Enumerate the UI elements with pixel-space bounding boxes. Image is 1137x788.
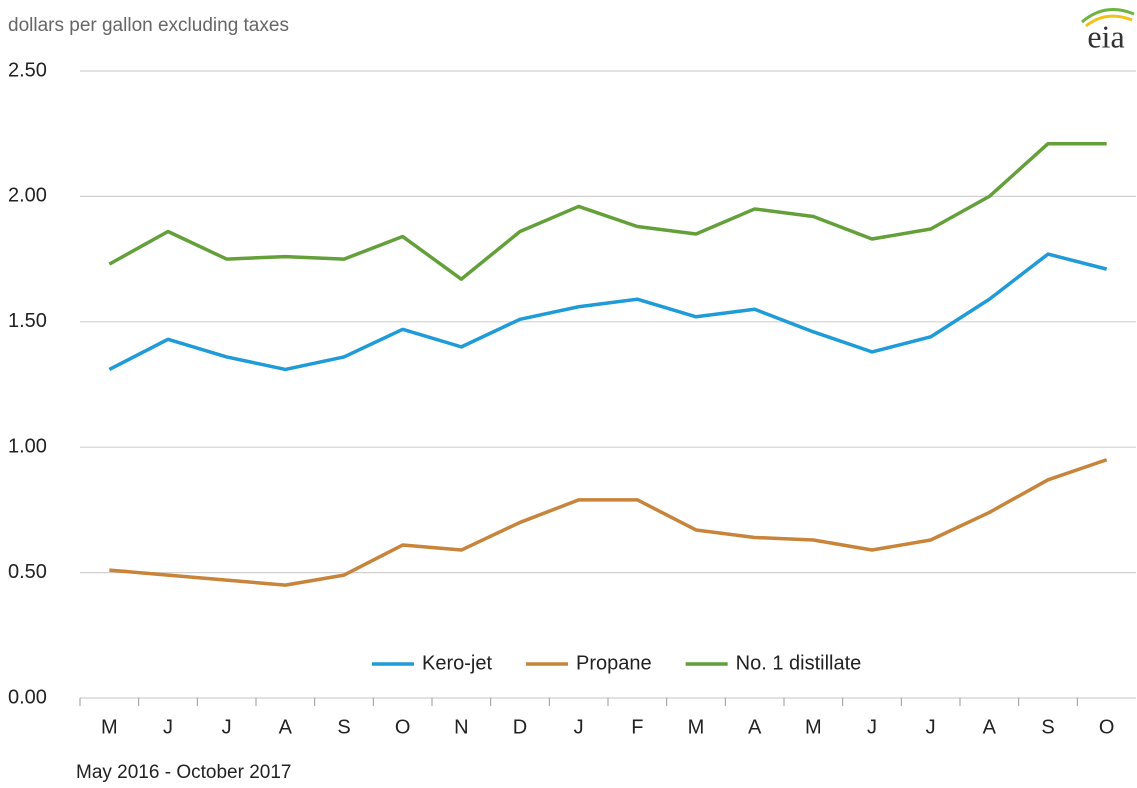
- x-tick-label: F: [631, 716, 643, 738]
- x-caption: May 2016 - October 2017: [76, 762, 291, 783]
- x-tick-label: O: [1099, 716, 1115, 738]
- y-tick-label: 0.00: [8, 686, 47, 708]
- y-tick-label: 2.00: [8, 185, 47, 207]
- x-tick-label: M: [101, 716, 118, 738]
- y-tick-label: 2.50: [8, 59, 47, 81]
- series-line: [109, 458, 1108, 587]
- series-line: [108, 252, 1108, 372]
- x-tick-label: A: [279, 716, 293, 738]
- x-tick-label: J: [574, 716, 584, 738]
- series-line: [108, 141, 1107, 281]
- legend-label: Kero-jet: [422, 652, 492, 674]
- y-tick-label: 0.50: [8, 561, 47, 583]
- x-tick-label: J: [926, 716, 936, 738]
- x-tick-label: M: [805, 716, 822, 738]
- x-tick-label: J: [222, 716, 232, 738]
- x-tick-label: A: [748, 716, 762, 738]
- logo-arc: [1081, 8, 1135, 24]
- x-tick-label: A: [983, 716, 997, 738]
- x-tick-label: M: [688, 716, 705, 738]
- logo-arc: [1085, 14, 1133, 28]
- subtitle: dollars per gallon excluding taxes: [8, 15, 289, 36]
- x-tick-label: J: [867, 716, 877, 738]
- x-tick-label: S: [1041, 716, 1054, 738]
- x-tick-label: N: [454, 716, 468, 738]
- y-tick-label: 1.00: [8, 435, 47, 457]
- legend-label: Propane: [576, 652, 652, 674]
- y-tick-label: 1.50: [8, 310, 47, 332]
- x-tick-label: O: [395, 716, 411, 738]
- legend-label: No. 1 distillate: [736, 652, 862, 674]
- x-tick-label: S: [337, 716, 350, 738]
- logo: eia: [1087, 18, 1124, 54]
- x-tick-label: J: [163, 716, 173, 738]
- x-tick-label: D: [513, 716, 527, 738]
